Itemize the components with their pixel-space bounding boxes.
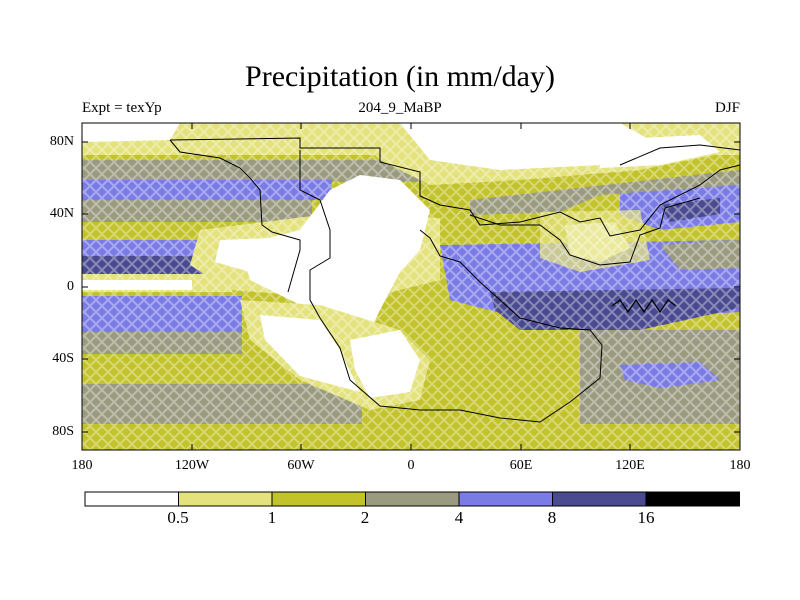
lon-label-180w: 180 [71, 458, 93, 473]
colorbar-label-4: 4 [454, 508, 464, 527]
lat-label-80s: 80S [52, 424, 74, 439]
season-label: DJF [714, 100, 740, 116]
colorbar-label-8: 8 [547, 508, 557, 527]
colorbar-swatch-1 [178, 491, 273, 507]
colorbar-swatch-6 [645, 491, 740, 507]
crosshatch-overlay [82, 123, 740, 450]
colorbar-swatch-4 [458, 491, 553, 507]
colorbar-swatch-5 [552, 491, 647, 507]
time-label: 204_9_MaBP [358, 100, 442, 116]
lat-label-40s: 40S [52, 351, 74, 366]
tick-marks [82, 123, 740, 450]
colorbar-swatch-0 [84, 491, 179, 507]
lon-label-60w: 60W [287, 458, 315, 473]
land-outline-main [169, 137, 741, 423]
lat-label-0: 0 [67, 279, 74, 294]
experiment-label: Expt = texYp [82, 100, 162, 116]
plot-title: Precipitation (in mm/day) [245, 60, 555, 93]
lon-label-120w: 120W [174, 458, 210, 473]
high-precip-marker [611, 298, 677, 314]
colorbar-label-1: 1 [267, 508, 277, 527]
colorbar-label-0-5: 0.5 [167, 508, 189, 527]
lat-label-80n: 80N [49, 134, 74, 149]
lon-label-120e: 120E [615, 458, 645, 473]
colorbar-label-2: 2 [360, 508, 370, 527]
colorbar-swatch-3 [365, 491, 460, 507]
land-outline-east [469, 197, 701, 266]
land-outline-west [169, 139, 301, 293]
land-outline-north-island [619, 144, 741, 166]
colorbar-swatch-2 [271, 491, 366, 507]
lon-label-60e: 60E [509, 458, 533, 473]
lat-label-40n: 40N [49, 206, 74, 221]
lon-label-180e: 180 [729, 458, 751, 473]
lon-label-0: 0 [407, 458, 415, 473]
colorbar-label-16: 16 [637, 508, 655, 527]
